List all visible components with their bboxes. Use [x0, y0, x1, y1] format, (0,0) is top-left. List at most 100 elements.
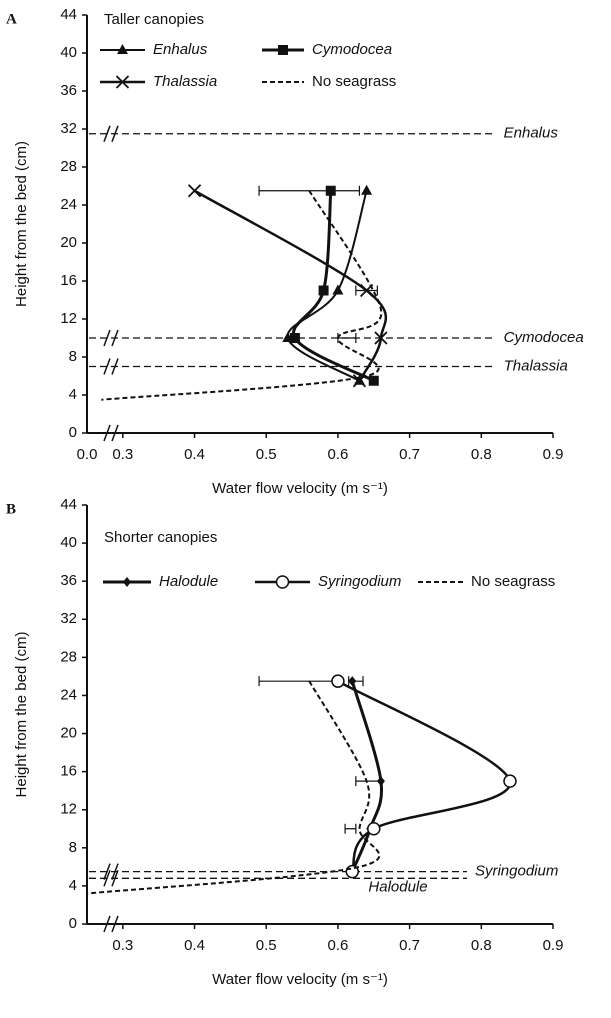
- series-line: [86, 680, 381, 895]
- panel-label: A: [6, 11, 17, 27]
- data-point: [374, 331, 388, 345]
- y-tick-label: 16: [60, 272, 77, 289]
- y-tick-label: 28: [60, 158, 77, 175]
- data-point: [325, 185, 336, 196]
- axis-break: [111, 329, 119, 347]
- legend-marker: [275, 575, 290, 589]
- series-line: [292, 190, 375, 383]
- axis-break: [111, 863, 119, 880]
- canopy-label: Enhalus: [504, 125, 559, 142]
- y-tick-label: 0: [69, 915, 77, 932]
- legend-label: No seagrass: [471, 573, 555, 590]
- y-tick-label: 8: [69, 348, 77, 365]
- legend-label: Enhalus: [153, 41, 208, 58]
- x-tick-label: 0.4: [184, 937, 205, 954]
- data-point: [361, 184, 373, 195]
- y-tick-label: 12: [60, 801, 77, 818]
- error-bar: [344, 823, 357, 834]
- y-tick-label: 32: [60, 120, 77, 137]
- y-tick-label: 44: [60, 496, 77, 513]
- x-axis-label: Water flow velocity (m s⁻¹): [212, 971, 388, 988]
- legend-marker: [115, 75, 130, 89]
- x-tick-label: 0.9: [543, 937, 564, 954]
- x-tick-label: 0.7: [399, 937, 420, 954]
- axis-break: [103, 870, 111, 887]
- axis-break: [111, 358, 119, 375]
- axis-break: [111, 125, 119, 143]
- y-tick-label: 40: [60, 534, 77, 551]
- axis-break: [103, 329, 111, 347]
- canopy-label: Halodule: [368, 878, 427, 895]
- series-line: [101, 190, 382, 401]
- series-line: [286, 190, 368, 382]
- x-break-label: 0.0: [77, 446, 98, 463]
- data-point: [318, 285, 329, 296]
- y-tick-label: 36: [60, 572, 77, 589]
- data-point: [187, 184, 202, 198]
- axis-break: [103, 424, 111, 442]
- x-axis-label: Water flow velocity (m s⁻¹): [212, 480, 388, 497]
- x-tick-label: 0.6: [327, 937, 348, 954]
- y-tick-label: 8: [69, 839, 77, 856]
- chart-title: Taller canopies: [104, 11, 204, 28]
- legend-label: Halodule: [159, 573, 218, 590]
- data-point: [348, 676, 357, 687]
- series-line: [193, 189, 388, 382]
- data-point: [331, 674, 345, 688]
- y-tick-label: 44: [60, 6, 77, 23]
- legend-marker: [123, 577, 131, 587]
- axis-break: [111, 870, 119, 887]
- y-tick-label: 0: [69, 424, 77, 441]
- panel-label: B: [6, 501, 16, 517]
- x-tick-label: 0.5: [256, 446, 277, 463]
- x-tick-label: 0.8: [471, 446, 492, 463]
- data-point: [332, 284, 344, 295]
- legend-label: Syringodium: [318, 573, 401, 590]
- error-bar: [258, 676, 339, 687]
- data-point: [289, 333, 300, 343]
- y-tick-label: 28: [60, 648, 77, 665]
- x-tick-label: 0.6: [327, 446, 348, 463]
- canopy-label: Thalassia: [504, 357, 568, 374]
- y-tick-label: 24: [60, 196, 77, 213]
- x-tick-label: 0.4: [184, 446, 205, 463]
- x-tick-label: 0.7: [399, 446, 420, 463]
- data-point: [376, 776, 385, 787]
- axis-break: [111, 915, 119, 933]
- series-line: [350, 680, 384, 873]
- y-tick-label: 20: [60, 725, 77, 742]
- x-tick-label: 0.5: [256, 937, 277, 954]
- legend-marker: [278, 45, 288, 55]
- legend-marker: [117, 44, 128, 54]
- legend-label: No seagrass: [312, 73, 396, 90]
- data-point: [368, 375, 379, 386]
- y-tick-label: 36: [60, 82, 77, 99]
- legend-label: Cymodocea: [312, 41, 392, 58]
- y-tick-label: 40: [60, 44, 77, 61]
- y-tick-label: 4: [69, 877, 77, 894]
- axis-break: [103, 863, 111, 880]
- axis-break: [103, 358, 111, 375]
- legend-label: Thalassia: [153, 73, 217, 90]
- axis-break: [111, 424, 119, 442]
- y-tick-label: 32: [60, 610, 77, 627]
- y-tick-label: 12: [60, 310, 77, 327]
- series-line: [337, 680, 512, 873]
- y-tick-label: 24: [60, 686, 77, 703]
- canopy-label: Cymodocea: [504, 329, 584, 346]
- error-bar: [337, 333, 357, 343]
- y-tick-label: 4: [69, 386, 77, 403]
- y-axis-label: Height from the bed (cm): [13, 141, 30, 307]
- y-tick-label: 20: [60, 234, 77, 251]
- data-point: [503, 774, 517, 788]
- x-tick-label: 0.3: [112, 446, 133, 463]
- x-tick-label: 0.3: [112, 937, 133, 954]
- axis-break: [103, 125, 111, 143]
- x-tick-label: 0.9: [543, 446, 564, 463]
- x-tick-label: 0.8: [471, 937, 492, 954]
- y-axis-label: Height from the bed (cm): [13, 632, 30, 798]
- y-tick-label: 16: [60, 763, 77, 780]
- canopy-label: Syringodium: [475, 863, 558, 880]
- data-point: [367, 822, 381, 836]
